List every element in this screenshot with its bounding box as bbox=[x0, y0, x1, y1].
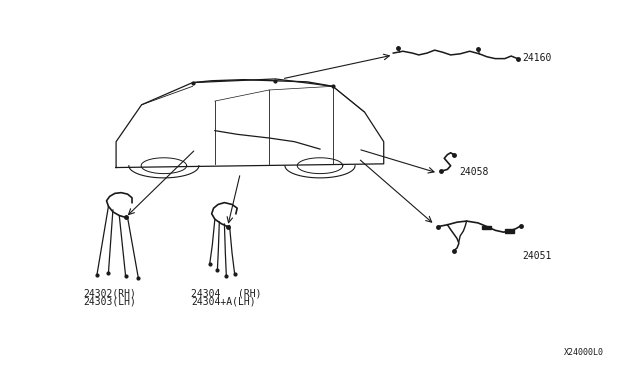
Text: 24304   (RH): 24304 (RH) bbox=[191, 289, 262, 299]
Text: 24051: 24051 bbox=[523, 251, 552, 261]
Text: 24304+A(LH): 24304+A(LH) bbox=[191, 296, 256, 306]
Text: 24303(LH): 24303(LH) bbox=[83, 296, 136, 306]
Text: X24000L0: X24000L0 bbox=[564, 349, 604, 357]
Bar bbox=[483, 226, 492, 229]
Text: 24058: 24058 bbox=[459, 167, 488, 177]
Text: 24302(RH): 24302(RH) bbox=[83, 289, 136, 299]
Text: 24160: 24160 bbox=[523, 52, 552, 62]
Bar bbox=[506, 230, 515, 232]
